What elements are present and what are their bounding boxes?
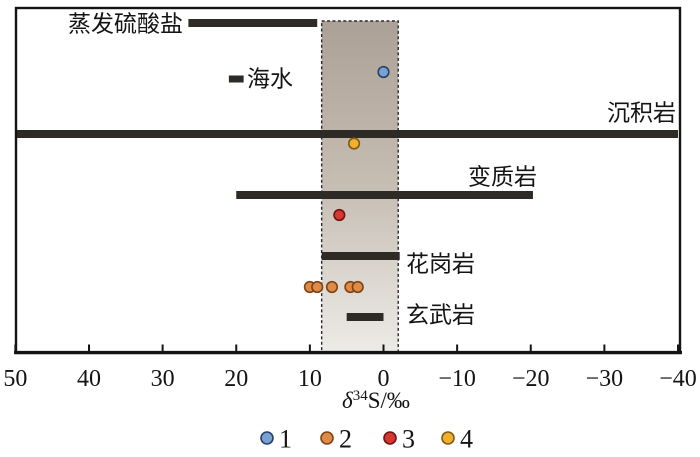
x-tick-label: −40 xyxy=(659,366,697,392)
x-tick-label: −20 xyxy=(512,366,550,392)
x-axis-title: δ34S/‰ xyxy=(342,388,410,413)
label-sedimentary-rock: 沉积岩 xyxy=(607,101,676,126)
label-granite: 花岗岩 xyxy=(406,252,475,277)
legend-label-1: 1 xyxy=(279,425,292,454)
range-bar-evaporite xyxy=(188,19,318,27)
data-point-group-2 xyxy=(311,280,324,294)
x-tick-label: 0 xyxy=(378,366,390,392)
x-tick-label: 10 xyxy=(298,366,322,392)
range-bar-basalt xyxy=(346,313,384,321)
data-point-group-2 xyxy=(351,280,364,294)
range-bar-granite xyxy=(321,252,400,260)
x-axis-ticks: 50 40 30 20 10 0 −10 −20 −30 −40 xyxy=(3,344,697,392)
data-point-group-1 xyxy=(377,65,390,79)
x-tick-label: 20 xyxy=(224,366,248,392)
range-bar-sedimentary xyxy=(16,130,678,138)
x-tick-label: −30 xyxy=(586,366,624,392)
x-tick-label: −10 xyxy=(438,366,476,392)
data-point-group-2 xyxy=(325,280,339,294)
legend-swatch-3 xyxy=(383,431,397,445)
legend-swatch-2 xyxy=(320,431,334,445)
range-bar-seawater xyxy=(228,75,244,83)
label-metamorphic-rock: 变质岩 xyxy=(468,165,537,190)
label-seawater: 海水 xyxy=(247,67,293,92)
x-tick-label: 50 xyxy=(3,366,27,392)
legend-label-3: 3 xyxy=(402,425,415,454)
x-tick-label: 30 xyxy=(151,366,175,392)
data-points-layer xyxy=(303,65,390,294)
legend-swatch-1 xyxy=(260,431,274,445)
delta-symbol: δ xyxy=(342,388,353,413)
data-point-group-4 xyxy=(347,137,361,150)
label-evaporite-sulfate: 蒸发硫酸盐 xyxy=(68,12,183,37)
range-bar-metamorphic xyxy=(236,191,533,199)
legend-label-4: 4 xyxy=(460,425,473,454)
label-basalt: 玄武岩 xyxy=(406,303,475,328)
legend: 1 2 3 4 xyxy=(260,425,473,454)
superscript-34: 34 xyxy=(353,388,369,404)
legend-label-2: 2 xyxy=(339,425,352,454)
x-tick-label: 40 xyxy=(77,366,101,392)
legend-swatch-4 xyxy=(441,431,455,445)
range-bars-layer xyxy=(16,19,678,321)
data-point-group-3 xyxy=(333,208,346,222)
axis-unit-text: S/‰ xyxy=(368,388,410,413)
